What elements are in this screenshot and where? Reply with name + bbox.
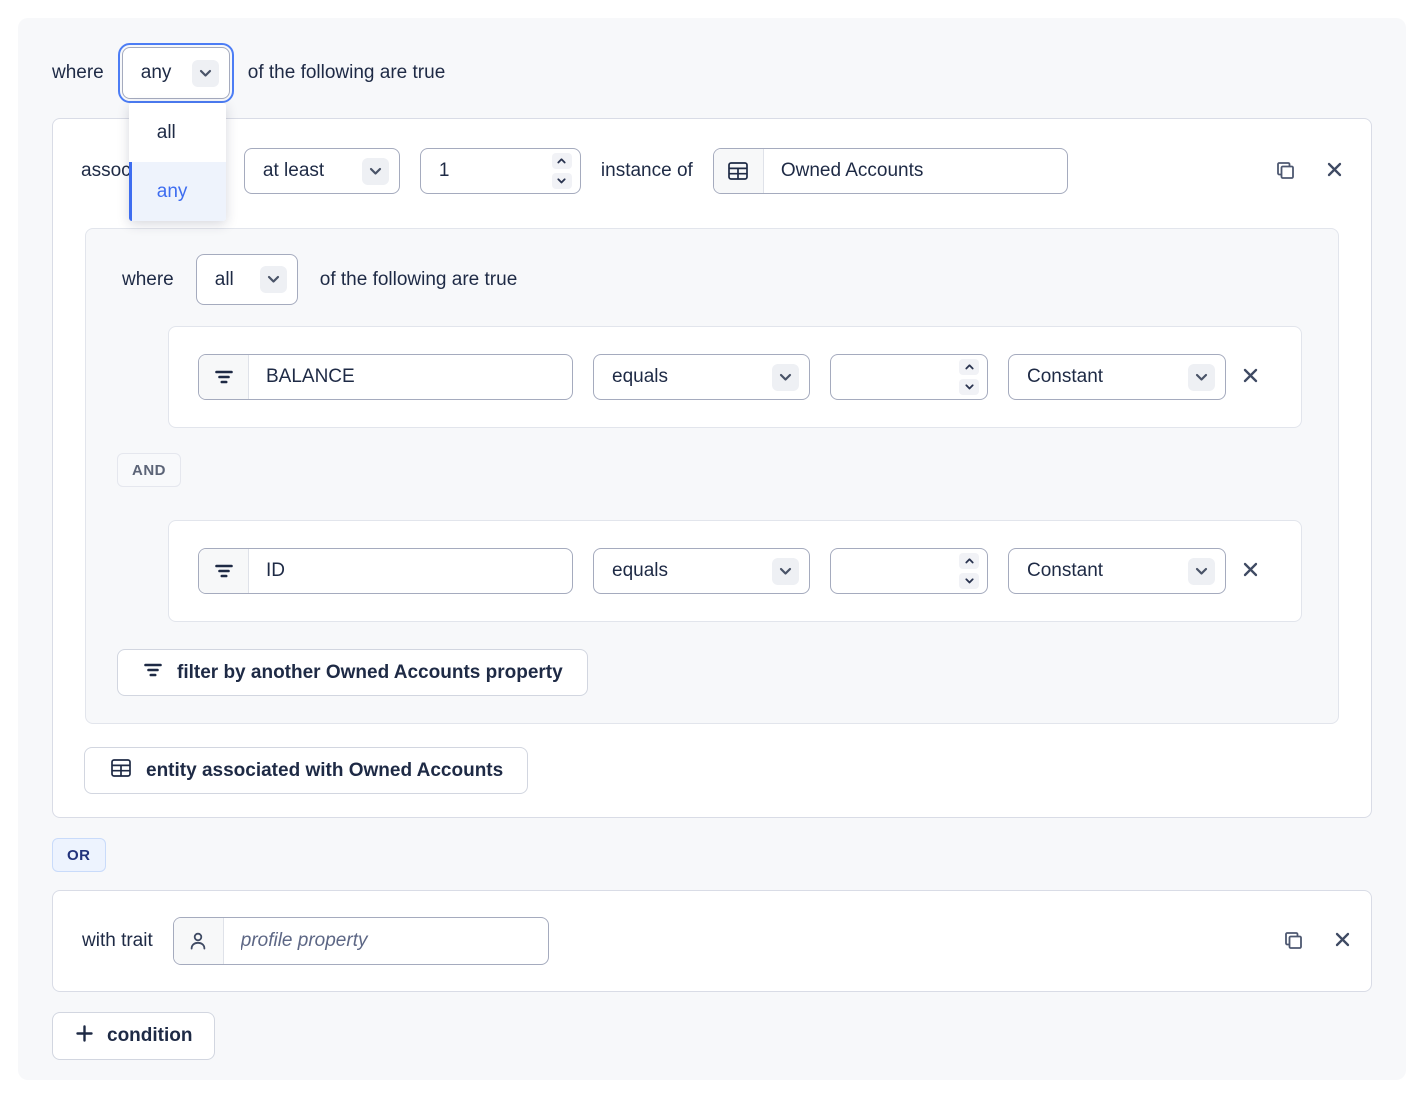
filter-icon bbox=[199, 355, 249, 399]
entity-picker-input[interactable] bbox=[763, 149, 1067, 193]
stepper-up-icon[interactable] bbox=[959, 359, 979, 375]
stepper-down-icon[interactable] bbox=[959, 379, 979, 395]
close-icon bbox=[1334, 931, 1351, 951]
stepper-up-icon[interactable] bbox=[959, 553, 979, 569]
chevron-down-icon bbox=[191, 59, 219, 87]
and-badge: AND bbox=[117, 453, 181, 487]
table-icon bbox=[713, 149, 764, 193]
property-field bbox=[198, 548, 573, 594]
add-condition-button[interactable]: condition bbox=[52, 1012, 216, 1060]
instance-count-field bbox=[419, 148, 581, 194]
entity-association-button[interactable]: entity associated with Owned Accounts bbox=[84, 747, 529, 794]
association-row: associated with at least bbox=[81, 148, 1343, 194]
association-condition-group: associated with at least bbox=[52, 118, 1372, 818]
remove-filter-button[interactable] bbox=[1242, 561, 1259, 581]
condition-row-id: equals bbox=[168, 520, 1302, 622]
copy-icon bbox=[1274, 159, 1296, 184]
chevron-down-icon bbox=[361, 157, 389, 185]
plus-icon bbox=[75, 1024, 94, 1049]
where-label: where bbox=[122, 268, 174, 290]
stepper-up-icon[interactable] bbox=[551, 153, 572, 169]
duplicate-condition-button[interactable] bbox=[1282, 929, 1304, 954]
group-actions bbox=[1274, 159, 1343, 184]
value-input[interactable] bbox=[831, 366, 959, 388]
combinator-dropdown-menu: all any bbox=[128, 103, 226, 221]
close-icon bbox=[1242, 367, 1259, 387]
table-icon bbox=[109, 756, 133, 786]
close-icon bbox=[1326, 161, 1343, 181]
menu-option-all[interactable]: all bbox=[128, 103, 226, 162]
trait-picker-input[interactable] bbox=[223, 918, 548, 964]
chevron-down-icon bbox=[772, 363, 799, 391]
nested-condition-group: where all of the following are true bbox=[85, 228, 1339, 724]
property-input[interactable] bbox=[249, 355, 572, 399]
filter-icon bbox=[142, 659, 164, 687]
stepper-down-icon[interactable] bbox=[551, 173, 572, 189]
add-property-filter-button[interactable]: filter by another Owned Accounts propert… bbox=[117, 649, 588, 696]
root-combinator-value: any bbox=[140, 62, 172, 83]
or-badge: OR bbox=[52, 838, 106, 872]
entity-association-label: entity associated with Owned Accounts bbox=[146, 759, 504, 781]
add-property-filter-label: filter by another Owned Accounts propert… bbox=[177, 661, 563, 683]
where-label: where bbox=[52, 62, 104, 83]
chevron-down-icon bbox=[1188, 363, 1215, 391]
property-input[interactable] bbox=[249, 549, 572, 593]
add-condition-label: condition bbox=[107, 1025, 193, 1046]
operator-value: equals bbox=[612, 560, 668, 581]
duplicate-condition-button[interactable] bbox=[1274, 159, 1296, 184]
operator-select[interactable]: equals bbox=[593, 548, 810, 594]
operator-select[interactable]: equals bbox=[593, 354, 810, 400]
menu-option-any[interactable]: any bbox=[128, 162, 226, 221]
value-type-value: Constant bbox=[1027, 366, 1104, 387]
value-field bbox=[830, 354, 988, 400]
close-icon bbox=[1242, 561, 1259, 581]
trait-picker-field bbox=[172, 917, 549, 965]
group-actions bbox=[1282, 929, 1351, 954]
nested-combinator-row: where all of the following are true bbox=[122, 254, 1302, 305]
quantifier-value: at least bbox=[262, 160, 325, 181]
nested-combinator-value: all bbox=[214, 268, 234, 290]
with-trait-label: with trait bbox=[82, 930, 153, 951]
operator-value: equals bbox=[612, 366, 668, 387]
value-stepper bbox=[959, 359, 979, 395]
value-stepper bbox=[959, 553, 979, 589]
chevron-down-icon bbox=[1188, 557, 1215, 585]
copy-icon bbox=[1282, 929, 1304, 954]
condition-row-balance: equals bbox=[168, 326, 1302, 428]
value-type-value: Constant bbox=[1027, 560, 1104, 581]
value-input[interactable] bbox=[831, 560, 959, 582]
value-type-select[interactable]: Constant bbox=[1008, 548, 1226, 594]
trait-condition-group: with trait bbox=[52, 890, 1372, 992]
value-type-select[interactable]: Constant bbox=[1008, 354, 1226, 400]
value-field bbox=[830, 548, 988, 594]
instance-of-label: instance of bbox=[600, 160, 693, 181]
entity-picker-field bbox=[712, 148, 1068, 194]
remove-condition-button[interactable] bbox=[1326, 161, 1343, 181]
nested-combinator-suffix: of the following are true bbox=[319, 268, 518, 290]
filter-icon bbox=[199, 549, 249, 593]
count-stepper bbox=[551, 153, 572, 189]
root-combinator-select[interactable]: any all any bbox=[117, 43, 234, 221]
chevron-down-icon bbox=[772, 557, 799, 585]
stepper-down-icon[interactable] bbox=[959, 573, 979, 589]
nested-combinator-select[interactable]: all bbox=[195, 254, 298, 305]
property-field bbox=[198, 354, 573, 400]
remove-filter-button[interactable] bbox=[1242, 367, 1259, 387]
remove-condition-button[interactable] bbox=[1334, 931, 1351, 951]
builder-panel: where any all any of the following are t… bbox=[18, 18, 1406, 1080]
chevron-down-icon bbox=[259, 266, 287, 293]
instance-count-input[interactable] bbox=[420, 160, 552, 182]
person-icon bbox=[173, 918, 224, 964]
quantifier-select[interactable]: at least bbox=[243, 148, 400, 194]
root-combinator-suffix: of the following are true bbox=[247, 62, 446, 83]
root-combinator-row: where any all any of the following are t… bbox=[52, 43, 1372, 221]
